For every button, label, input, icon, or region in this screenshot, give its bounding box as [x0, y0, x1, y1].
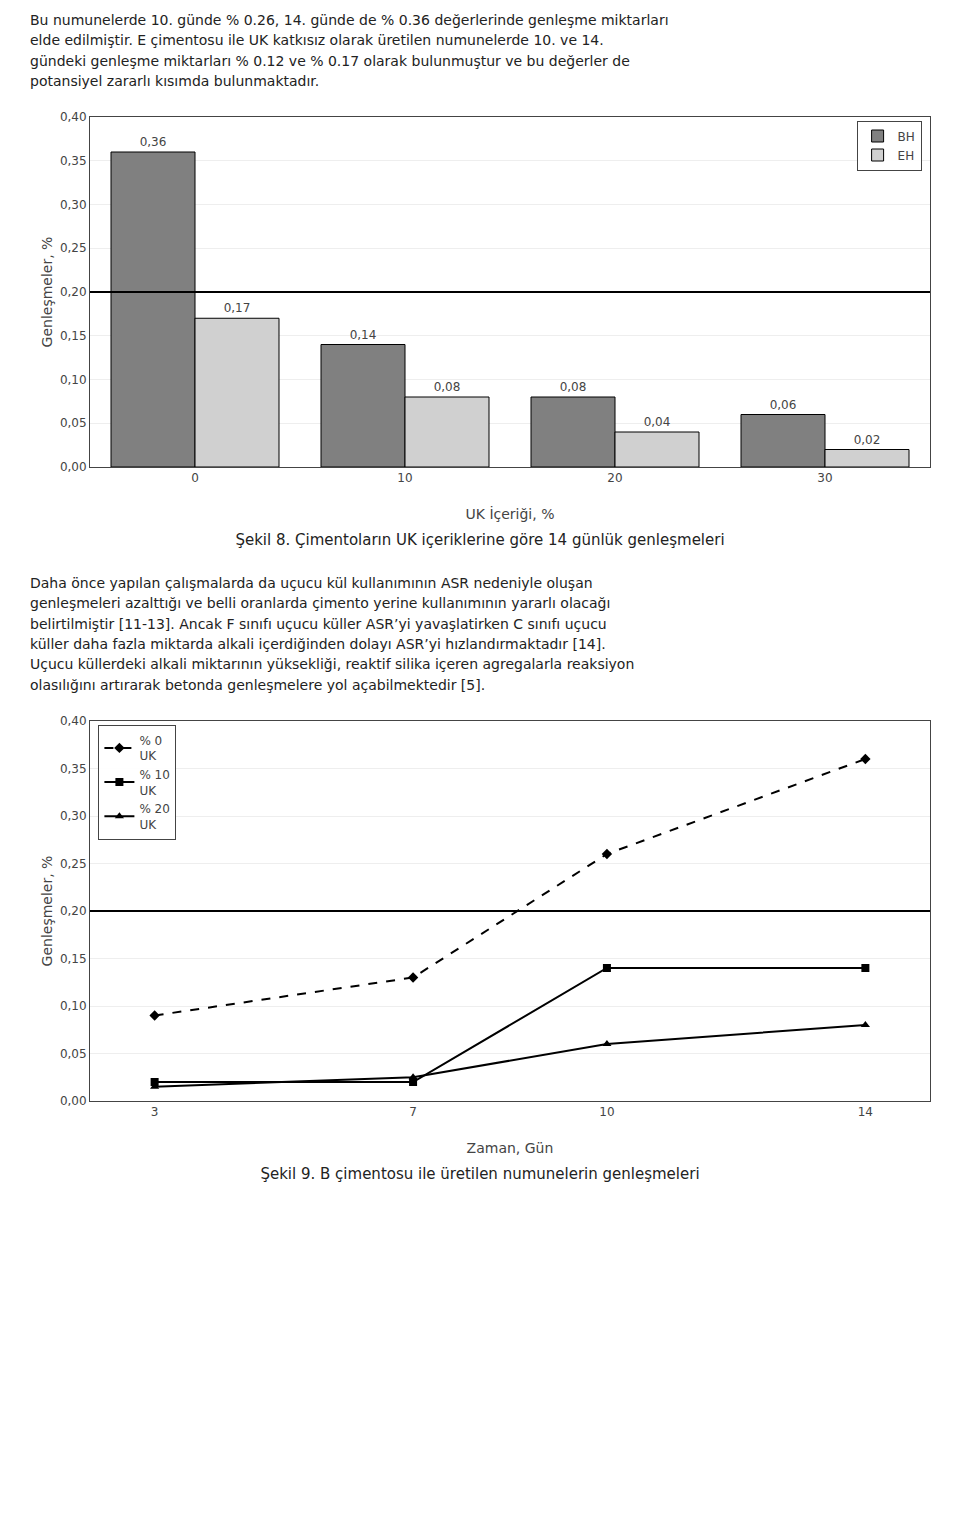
svg-text:20: 20 [607, 472, 622, 486]
svg-text:0,30: 0,30 [60, 198, 87, 212]
svg-text:0,20: 0,20 [60, 285, 87, 299]
svg-text:% 20UK: % 20UK [139, 802, 170, 832]
svg-text:0,14: 0,14 [350, 328, 377, 342]
svg-text:0,17: 0,17 [224, 301, 251, 315]
svg-text:0,30: 0,30 [60, 809, 87, 823]
svg-text:0,20: 0,20 [60, 904, 87, 918]
svg-text:0,10: 0,10 [60, 999, 87, 1013]
svg-text:Zaman, Gün: Zaman, Gün [467, 1140, 554, 1156]
svg-text:0,06: 0,06 [770, 398, 797, 412]
svg-text:7: 7 [409, 1105, 417, 1119]
svg-text:0,25: 0,25 [60, 857, 87, 871]
svg-text:0,15: 0,15 [60, 952, 87, 966]
html-text:Şekil 8. Çimentoların UK içeri: Şekil 8. Çimentoların UK içeriklerine gö… [235, 531, 725, 550]
html-text:Şekil 9. B çimentosu ile üreti: Şekil 9. B çimentosu ile üretilen numune… [260, 1165, 700, 1183]
html-text:Daha önce yapılan çalışmalarda: Daha önce yapılan çalışmalarda da uçucu … [30, 575, 635, 693]
svg-text:0,00: 0,00 [60, 460, 87, 474]
svg-text:14: 14 [858, 1105, 873, 1119]
svg-text:Genleşmeler, %: Genleşmeler, % [39, 856, 55, 967]
svg-text:10: 10 [397, 472, 412, 486]
svg-text:30: 30 [817, 472, 832, 486]
svg-text:EH: EH [898, 149, 915, 163]
svg-text:10: 10 [599, 1105, 614, 1119]
svg-text:0,40: 0,40 [60, 110, 87, 124]
html-text:Bu numunelerde 10. günde % 0.2: Bu numunelerde 10. günde % 0.26, 14. gün… [30, 12, 669, 89]
svg-text:0,08: 0,08 [434, 380, 461, 394]
svg-text:0: 0 [191, 472, 199, 486]
svg-text:0,05: 0,05 [60, 417, 87, 431]
svg-text:0,08: 0,08 [560, 380, 587, 394]
svg-text:0,15: 0,15 [60, 329, 87, 343]
svg-text:0,02: 0,02 [854, 433, 881, 447]
svg-text:3: 3 [151, 1105, 159, 1119]
svg-text:% 0UK: % 0UK [139, 734, 162, 764]
svg-text:0,36: 0,36 [140, 135, 167, 149]
svg-text:UK İçeriği, %: UK İçeriği, % [466, 505, 555, 522]
svg-text:% 10UK: % 10UK [139, 768, 170, 798]
svg-text:0,00: 0,00 [60, 1094, 87, 1108]
svg-text:0,05: 0,05 [60, 1047, 87, 1061]
svg-text:0,25: 0,25 [60, 242, 87, 256]
svg-text:Genleşmeler, %: Genleşmeler, % [39, 237, 55, 348]
svg-text:0,35: 0,35 [60, 154, 87, 168]
svg-text:0,40: 0,40 [60, 714, 87, 728]
svg-text:0,04: 0,04 [644, 415, 671, 429]
svg-text:0,35: 0,35 [60, 762, 87, 776]
svg-text:0,10: 0,10 [60, 373, 87, 387]
svg-text:BH: BH [898, 130, 915, 144]
